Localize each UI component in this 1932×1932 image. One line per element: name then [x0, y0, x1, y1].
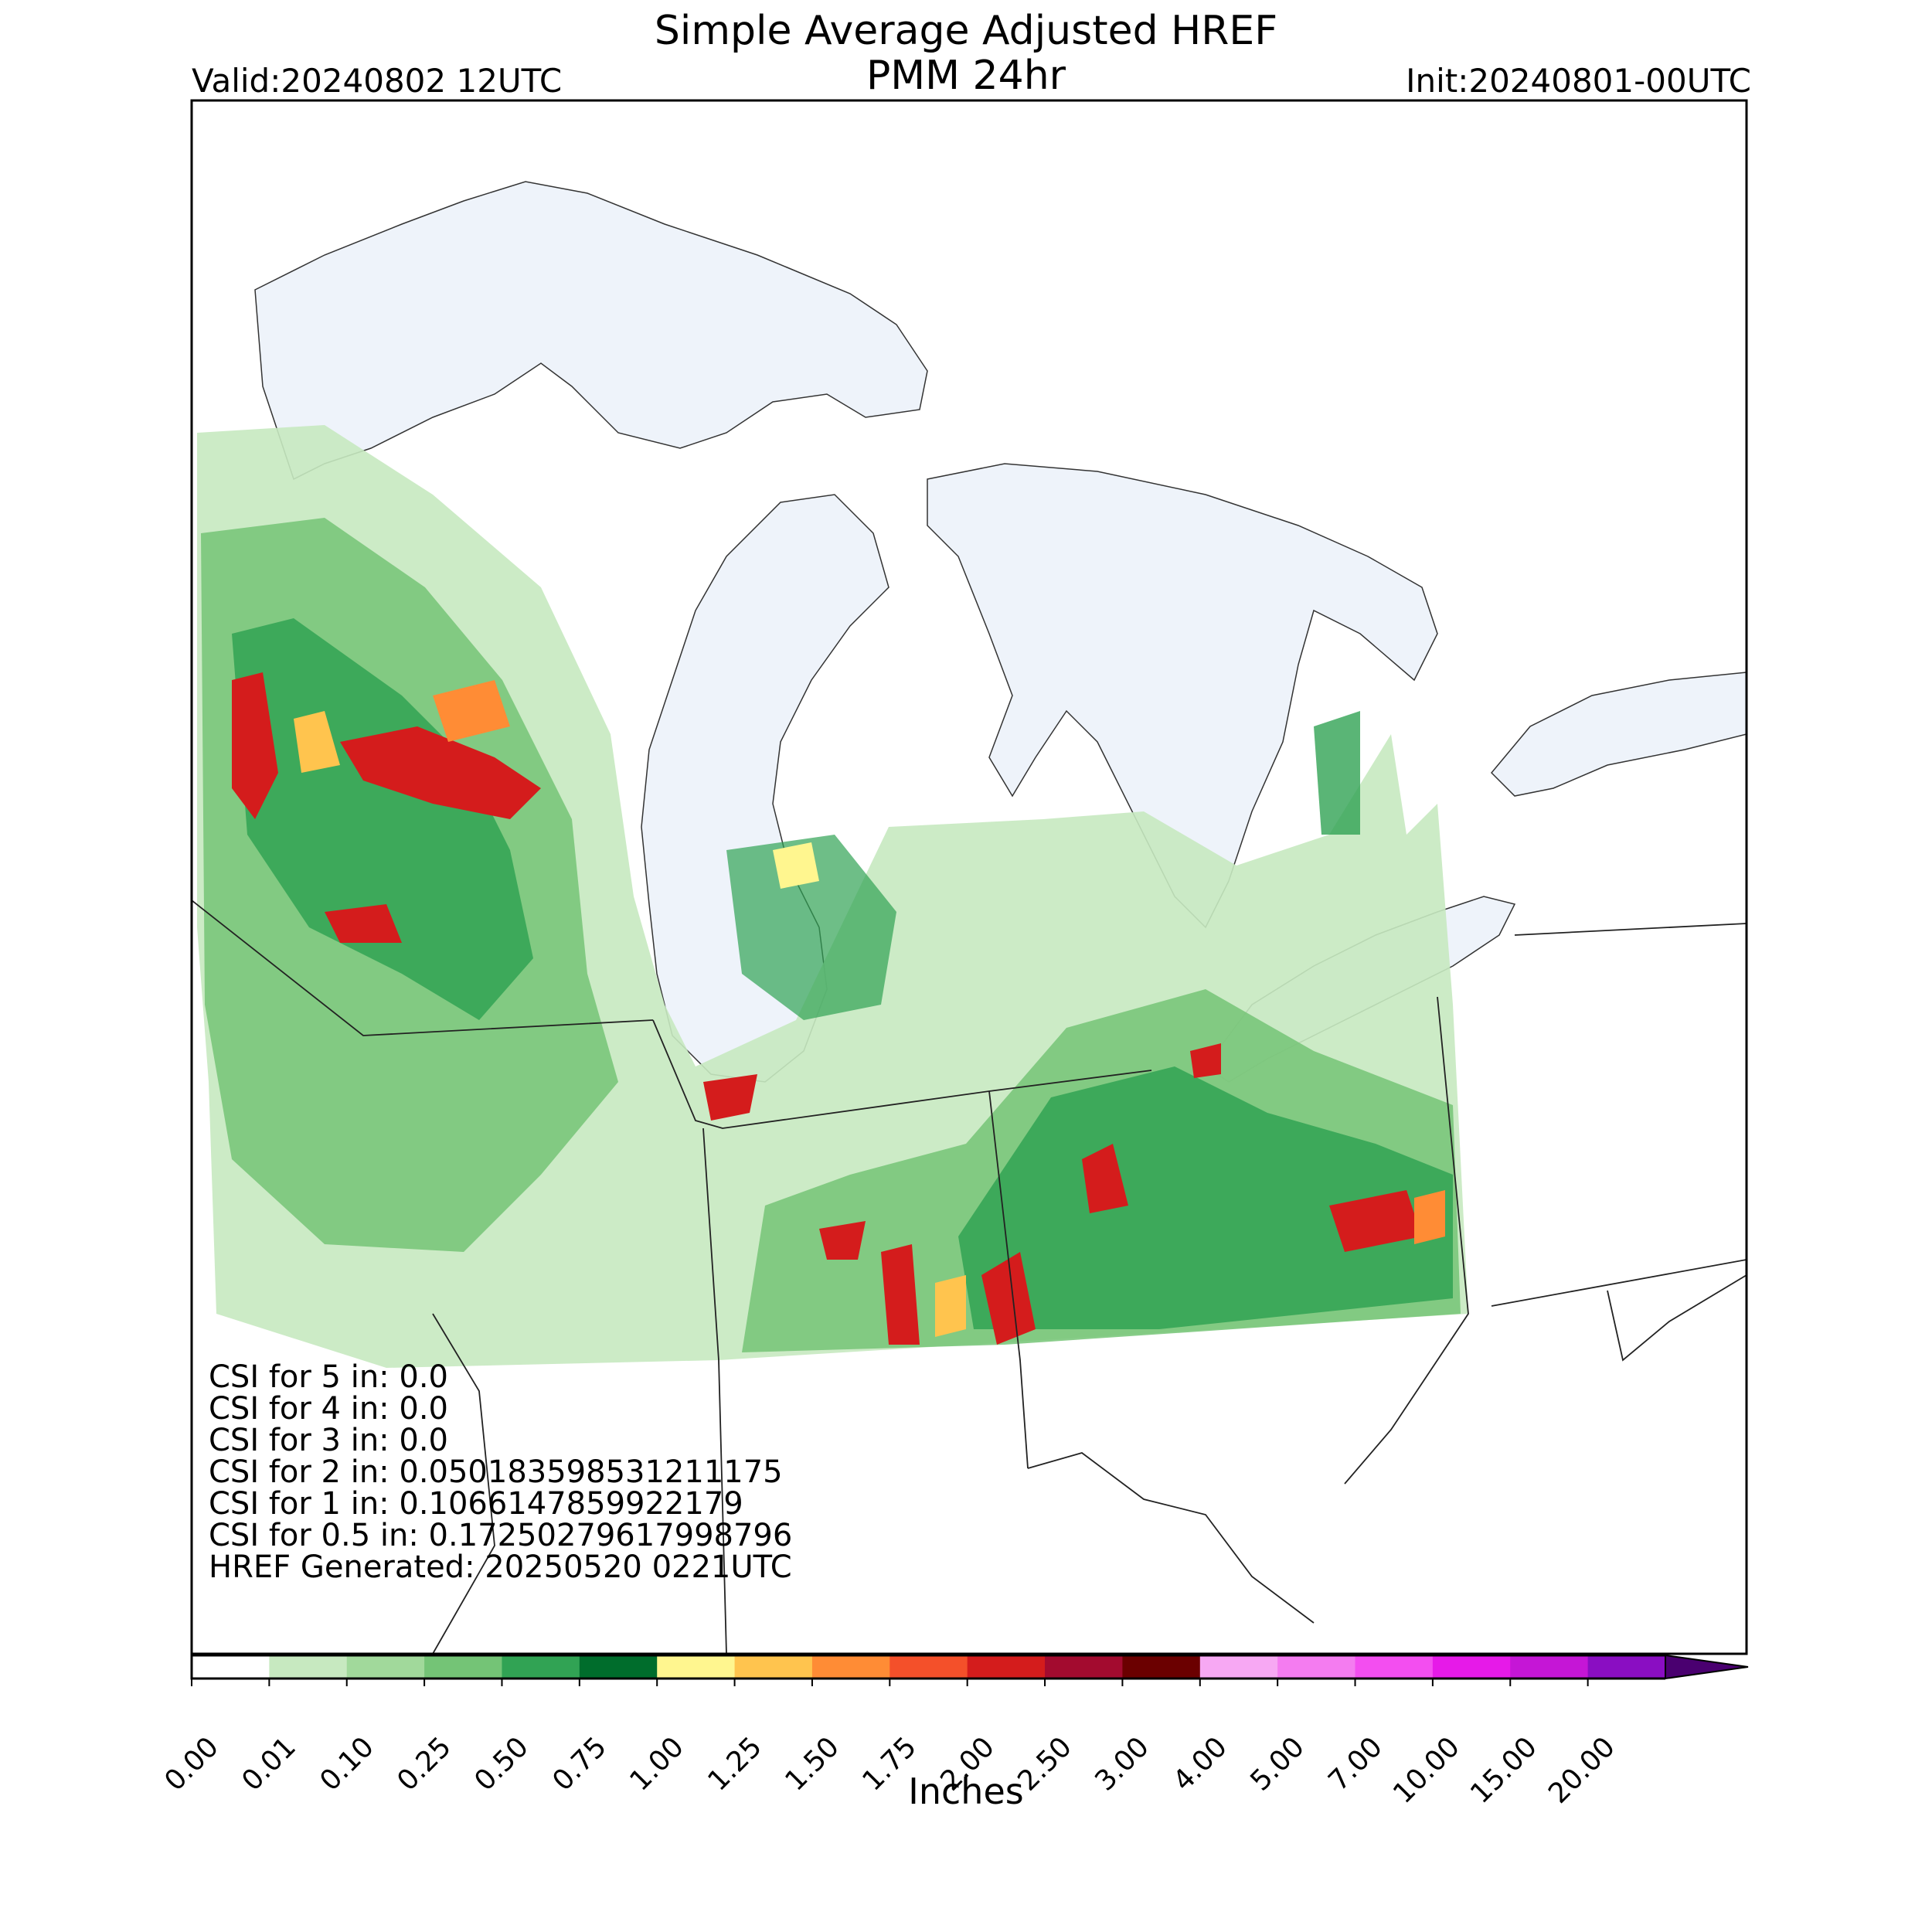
colorbar-segment: [1045, 1655, 1123, 1679]
colorbar-segment: [269, 1655, 348, 1679]
colorbar-segment: [579, 1655, 658, 1679]
colorbar-segment: [192, 1655, 270, 1679]
stat-csi-4in: CSI for 4 in: 0.0: [209, 1391, 448, 1427]
colorbar-segment: [811, 1655, 890, 1679]
lake-ontario: [1490, 672, 1747, 797]
colorbar-segment: [502, 1655, 580, 1679]
colorbar-label: Inches: [908, 1770, 1024, 1812]
colorbar-segment: [424, 1655, 502, 1679]
lake-superior: [254, 181, 928, 481]
map-border: [190, 99, 1748, 1655]
stat-generated-time: HREF Generated: 20250520 0221UTC: [209, 1549, 792, 1585]
state-borders: [192, 900, 1747, 1654]
colorbar-segment: [1277, 1655, 1356, 1679]
map-title: Simple Average Adjusted HREF: [654, 8, 1278, 54]
stat-csi-0-5in: CSI for 0.5 in: 0.17250279617998796: [209, 1518, 793, 1553]
colorbar: [190, 1654, 1749, 1686]
colorbar-segment: [734, 1655, 813, 1679]
precipitation-field: [197, 425, 1468, 1368]
colorbar-segment: [1355, 1655, 1434, 1679]
stat-csi-5in: CSI for 5 in: 0.0: [209, 1359, 448, 1395]
colorbar-segment: [1199, 1655, 1278, 1679]
stat-csi-2in: CSI for 2 in: 0.050183598531211175: [209, 1454, 783, 1490]
colorbar-segment: [346, 1655, 425, 1679]
colorbar-outline: [190, 1654, 1665, 1680]
colorbar-segment: [1432, 1655, 1511, 1679]
colorbar-segment: [889, 1655, 968, 1679]
stat-csi-1in: CSI for 1 in: 0.1066147859922179: [209, 1486, 743, 1522]
colorbar-segment: [657, 1655, 736, 1679]
colorbar-segment: [1510, 1655, 1589, 1679]
colorbar-segment: [1587, 1655, 1666, 1679]
great-lakes: [254, 181, 1747, 1083]
stat-csi-3in: CSI for 3 in: 0.0: [209, 1423, 448, 1458]
init-time-label: Init:20240801-00UTC: [1406, 62, 1751, 100]
map-subtitle: PMM 24hr: [866, 53, 1066, 99]
colorbar-extend-arrow: [1665, 1654, 1749, 1680]
colorbar-segment: [1122, 1655, 1201, 1679]
valid-time-label: Valid:20240802 12UTC: [192, 62, 563, 100]
statistics-panel: CSI for 5 in: 0.0 CSI for 4 in: 0.0 CSI …: [209, 1362, 792, 1583]
colorbar-segment: [967, 1655, 1046, 1679]
